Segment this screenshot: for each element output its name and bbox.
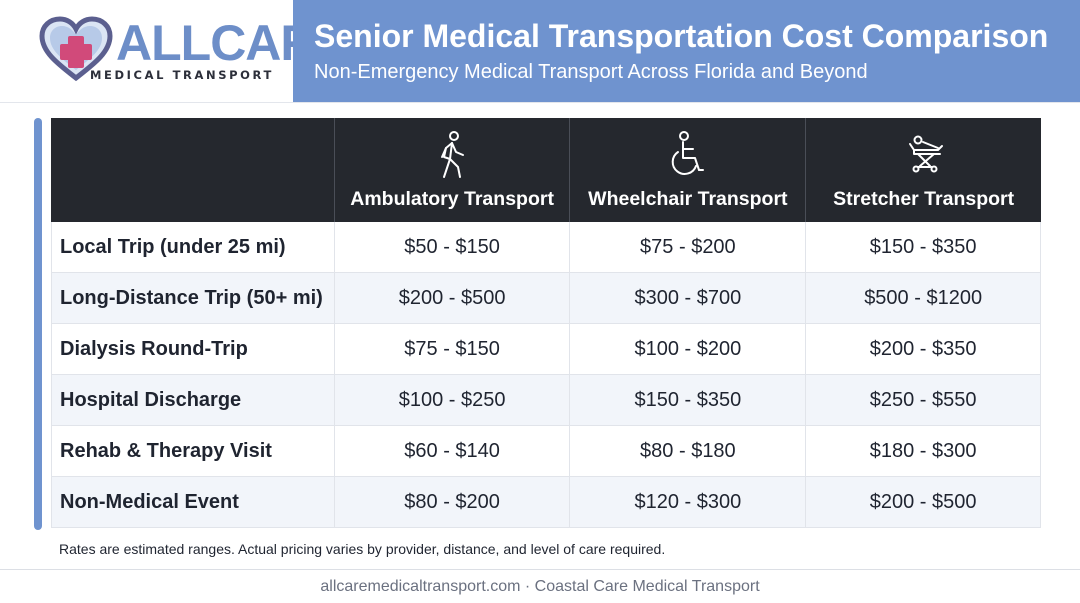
table-row: Long-Distance Trip (50+ mi) $200 - $500 … xyxy=(51,273,1042,324)
cell-value: $500 - $1200 xyxy=(805,273,1042,323)
cell-value: $180 - $300 xyxy=(805,426,1042,476)
cell-value: $100 - $200 xyxy=(569,324,805,374)
table-header-row: Ambulatory Transport Wheelchair Transpor… xyxy=(51,118,1041,222)
pricing-note: Rates are estimated ranges. Actual prici… xyxy=(59,541,666,557)
cell-value: $60 - $140 xyxy=(333,426,570,476)
row-label: Hospital Discharge xyxy=(51,375,334,425)
heart-cross-logo-icon xyxy=(39,16,113,82)
column-header-stretcher: Stretcher Transport xyxy=(805,118,1041,222)
cell-value: $120 - $300 xyxy=(569,477,805,527)
cell-value: $75 - $150 xyxy=(333,324,570,374)
cell-value: $80 - $180 xyxy=(569,426,805,476)
table-row: Rehab & Therapy Visit $60 - $140 $80 - $… xyxy=(51,426,1042,477)
footer-text: allcaremedicaltransport.com · Coastal Ca… xyxy=(320,578,760,595)
table-header-corner xyxy=(51,118,334,222)
logo-tagline: MEDICAL TRANSPORT xyxy=(90,68,274,82)
cell-value: $300 - $700 xyxy=(569,273,805,323)
cell-value: $100 - $250 xyxy=(333,375,570,425)
accent-bar xyxy=(34,118,42,530)
header-divider xyxy=(0,102,1080,103)
stretcher-icon xyxy=(908,135,943,173)
row-label: Long-Distance Trip (50+ mi) xyxy=(51,273,334,323)
column-header-wheelchair: Wheelchair Transport xyxy=(569,118,805,222)
cell-value: $50 - $150 xyxy=(333,222,570,272)
cell-value: $150 - $350 xyxy=(569,375,805,425)
title-banner: Senior Medical Transportation Cost Compa… xyxy=(293,0,1080,102)
row-label: Local Trip (under 25 mi) xyxy=(51,222,334,272)
cell-value: $80 - $200 xyxy=(333,477,570,527)
column-header-label: Stretcher Transport xyxy=(833,188,1015,210)
table-row: Local Trip (under 25 mi) $50 - $150 $75 … xyxy=(51,222,1042,273)
row-label: Rehab & Therapy Visit xyxy=(51,426,334,476)
footer-divider xyxy=(0,569,1080,570)
wheelchair-icon xyxy=(671,131,704,175)
table-row: Non-Medical Event $80 - $200 $120 - $300… xyxy=(51,477,1042,528)
cost-table: Ambulatory Transport Wheelchair Transpor… xyxy=(51,118,1042,528)
cell-value: $75 - $200 xyxy=(569,222,805,272)
row-label: Dialysis Round-Trip xyxy=(51,324,334,374)
cell-value: $200 - $350 xyxy=(805,324,1042,374)
walking-person-icon xyxy=(441,131,465,178)
page-subtitle: Non-Emergency Medical Transport Across F… xyxy=(314,61,868,83)
logo: ALLCARE MEDICAL TRANSPORT xyxy=(0,0,349,102)
column-header-label: Ambulatory Transport xyxy=(350,188,554,210)
cell-value: $250 - $550 xyxy=(805,375,1042,425)
column-header-ambulatory: Ambulatory Transport xyxy=(333,118,570,222)
table-row: Dialysis Round-Trip $75 - $150 $100 - $2… xyxy=(51,324,1042,375)
cell-value: $200 - $500 xyxy=(333,273,570,323)
cell-value: $150 - $350 xyxy=(805,222,1042,272)
table-row: Hospital Discharge $100 - $250 $150 - $3… xyxy=(51,375,1042,426)
page-title: Senior Medical Transportation Cost Compa… xyxy=(314,18,1049,54)
row-label: Non-Medical Event xyxy=(51,477,334,527)
cell-value: $200 - $500 xyxy=(805,477,1042,527)
column-header-label: Wheelchair Transport xyxy=(588,188,788,210)
